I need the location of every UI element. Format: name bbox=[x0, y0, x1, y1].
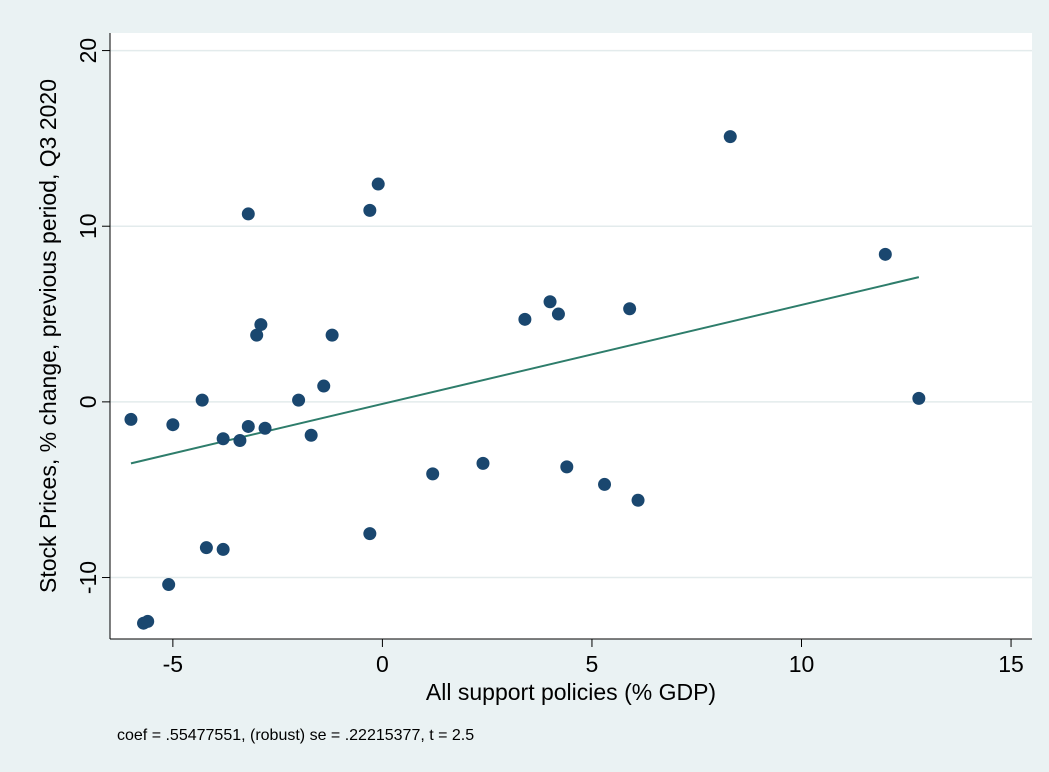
data-point bbox=[195, 393, 209, 407]
data-point bbox=[363, 527, 377, 541]
tick-labels: -5 0 5 10 15 -10 0 10 20 bbox=[75, 38, 1024, 677]
data-point bbox=[141, 614, 155, 628]
y-tick-label: 10 bbox=[75, 213, 101, 239]
data-point bbox=[250, 328, 264, 342]
x-tick-label: 5 bbox=[586, 651, 599, 677]
data-point bbox=[162, 578, 176, 592]
data-point bbox=[560, 460, 574, 474]
data-point bbox=[166, 418, 180, 432]
x-tick-label: -5 bbox=[163, 651, 183, 677]
y-axis-title: Stock Prices, % change, previous period,… bbox=[35, 79, 61, 593]
data-point bbox=[631, 493, 645, 507]
data-point bbox=[304, 428, 318, 442]
data-point bbox=[912, 391, 926, 405]
data-point bbox=[325, 328, 339, 342]
data-point bbox=[363, 203, 377, 217]
data-point bbox=[254, 318, 268, 332]
data-point bbox=[199, 541, 213, 555]
x-tick-label: 10 bbox=[789, 651, 815, 677]
gridlines bbox=[110, 49, 1032, 579]
data-point bbox=[241, 207, 255, 221]
x-axis-title: All support policies (% GDP) bbox=[426, 679, 716, 705]
data-point bbox=[623, 302, 637, 316]
data-point bbox=[426, 467, 440, 481]
data-point bbox=[124, 412, 138, 426]
axes bbox=[102, 33, 1032, 647]
data-point bbox=[371, 177, 385, 191]
y-tick-label: 0 bbox=[75, 395, 101, 408]
data-point bbox=[878, 247, 892, 261]
x-tick-label: 0 bbox=[376, 651, 389, 677]
data-point bbox=[241, 419, 255, 433]
data-point bbox=[233, 434, 247, 448]
y-tick-label: -10 bbox=[75, 561, 101, 594]
data-points bbox=[124, 130, 926, 630]
regression-note: coef = .55477551, (robust) se = .2221537… bbox=[117, 727, 474, 744]
data-point bbox=[216, 432, 230, 446]
data-point bbox=[551, 307, 565, 321]
data-point bbox=[216, 542, 230, 556]
data-point bbox=[518, 312, 532, 326]
x-tick-label: 15 bbox=[998, 651, 1024, 677]
data-point bbox=[598, 477, 612, 491]
data-point bbox=[317, 379, 331, 393]
data-point bbox=[258, 421, 272, 435]
y-tick-label: 20 bbox=[75, 38, 101, 64]
data-point bbox=[476, 456, 490, 470]
data-point bbox=[292, 393, 306, 407]
data-point bbox=[723, 130, 737, 144]
plot-area bbox=[110, 33, 1032, 639]
data-point bbox=[543, 295, 557, 309]
